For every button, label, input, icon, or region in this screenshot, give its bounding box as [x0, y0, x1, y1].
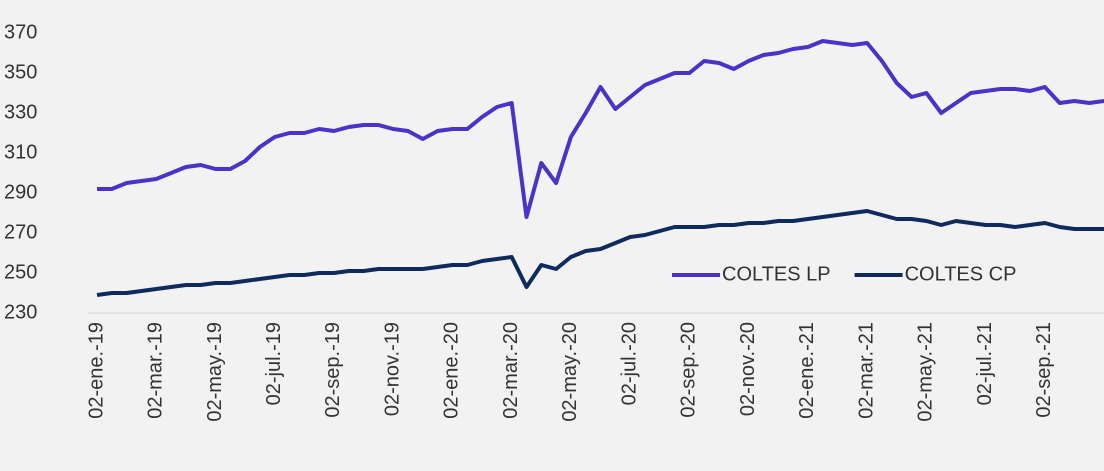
x-tick-label: 02-nov.-20: [737, 322, 759, 416]
y-tick-label: 250: [4, 261, 37, 283]
x-tick-label: 02-ene.-21: [796, 322, 818, 419]
legend-label: COLTES CP: [905, 263, 1017, 285]
x-tick-label: 02-jul.-19: [263, 322, 285, 405]
line-series: [96, 209, 1104, 297]
x-tick-label: 02-may.-20: [559, 322, 581, 422]
x-tick-label: 02-may.-19: [204, 322, 226, 422]
x-tick-label: 02-nov.-19: [381, 322, 403, 416]
y-tick-label: 290: [4, 181, 37, 203]
x-tick-label: 02-sep.-21: [1033, 322, 1055, 418]
y-tick-label: 330: [4, 101, 37, 123]
x-tick-label: 02-mar.-21: [855, 322, 877, 419]
x-tick-label: 02-ene.-19: [85, 322, 107, 419]
x-tick-label: 02-mar.-19: [145, 322, 167, 419]
x-tick-label: 02-sep.-20: [678, 322, 700, 418]
legend-label: COLTES LP: [722, 263, 831, 285]
y-tick-label: 350: [4, 61, 37, 83]
x-tick-label: 02-ene.-20: [441, 322, 463, 419]
x-tick-label: 02-may.-21: [915, 322, 937, 422]
x-tick-label: 02-jul.-20: [618, 322, 640, 405]
x-tick-label: 02-sep.-19: [322, 322, 344, 418]
x-tick-label: 02-mar.-20: [500, 322, 522, 419]
x-tick-label: 02-jul.-21: [974, 322, 996, 405]
y-tick-label: 370: [4, 21, 37, 43]
y-tick-label: 310: [4, 141, 37, 163]
line-series: [97, 39, 1104, 219]
y-tick-label: 270: [4, 221, 37, 243]
y-tick-label: 230: [4, 301, 37, 323]
